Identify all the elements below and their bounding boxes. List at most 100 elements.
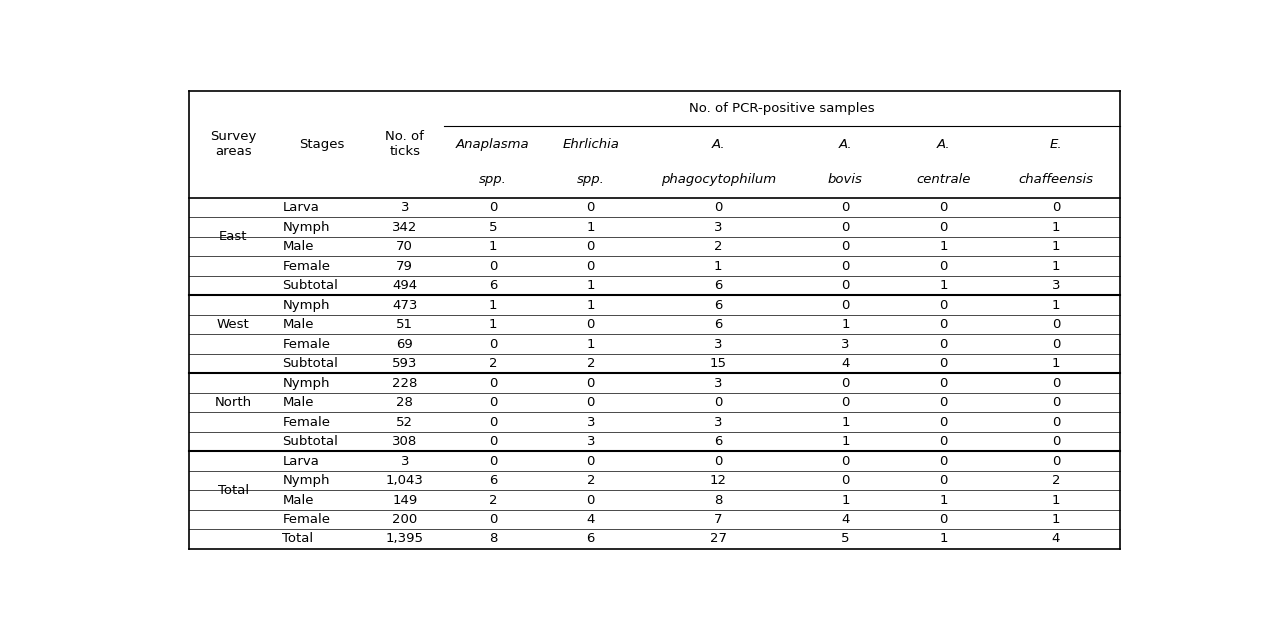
Text: 1: 1: [586, 337, 595, 351]
Text: 0: 0: [939, 201, 948, 214]
Text: 3: 3: [586, 435, 595, 448]
Text: 0: 0: [842, 260, 849, 273]
Text: 0: 0: [489, 260, 497, 273]
Text: Total: Total: [282, 532, 314, 546]
Text: 5: 5: [489, 220, 497, 234]
Text: Female: Female: [282, 337, 331, 351]
Text: 0: 0: [939, 396, 948, 409]
Text: 1: 1: [586, 279, 595, 292]
Text: 0: 0: [586, 396, 595, 409]
Text: Anaplasma: Anaplasma: [456, 138, 530, 151]
Text: Nymph: Nymph: [282, 299, 329, 311]
Text: 0: 0: [939, 454, 948, 468]
Text: 2: 2: [489, 357, 497, 370]
Text: No. of
ticks: No. of ticks: [386, 130, 424, 158]
Text: 3: 3: [1052, 279, 1060, 292]
Text: 0: 0: [939, 377, 948, 389]
Text: East: East: [220, 230, 248, 243]
Text: Survey
areas: Survey areas: [211, 130, 257, 158]
Text: 0: 0: [489, 435, 497, 448]
Text: 2: 2: [1052, 474, 1060, 487]
Text: Male: Male: [282, 494, 314, 506]
Text: 8: 8: [714, 494, 723, 506]
Text: 0: 0: [939, 357, 948, 370]
Text: 0: 0: [489, 513, 497, 526]
Text: 3: 3: [714, 415, 723, 429]
Text: 52: 52: [396, 415, 414, 429]
Text: 0: 0: [939, 260, 948, 273]
Text: 79: 79: [396, 260, 414, 273]
Text: Subtotal: Subtotal: [282, 279, 338, 292]
Text: 1: 1: [489, 318, 497, 331]
Text: 0: 0: [489, 415, 497, 429]
Text: 4: 4: [586, 513, 595, 526]
Text: 1: 1: [939, 494, 948, 506]
Text: 3: 3: [586, 415, 595, 429]
Text: 1: 1: [1052, 240, 1060, 253]
Text: Male: Male: [282, 318, 314, 331]
Text: spp.: spp.: [577, 173, 605, 187]
Text: 69: 69: [396, 337, 414, 351]
Text: 8: 8: [489, 532, 497, 546]
Text: 0: 0: [939, 337, 948, 351]
Text: 308: 308: [392, 435, 418, 448]
Text: 2: 2: [586, 474, 595, 487]
Text: 0: 0: [1052, 454, 1060, 468]
Text: 200: 200: [392, 513, 418, 526]
Text: 2: 2: [489, 494, 497, 506]
Text: A.: A.: [711, 138, 725, 151]
Text: 228: 228: [392, 377, 418, 389]
Text: Female: Female: [282, 260, 331, 273]
Text: 1: 1: [939, 532, 948, 546]
Text: 3: 3: [842, 337, 849, 351]
Text: 1: 1: [842, 415, 849, 429]
Text: centrale: centrale: [916, 173, 971, 187]
Text: 1: 1: [1052, 220, 1060, 234]
Text: 0: 0: [1052, 318, 1060, 331]
Text: 0: 0: [842, 474, 849, 487]
Text: 0: 0: [586, 377, 595, 389]
Text: 6: 6: [714, 435, 723, 448]
Text: 1: 1: [842, 435, 849, 448]
Text: 6: 6: [489, 474, 497, 487]
Text: 12: 12: [710, 474, 727, 487]
Text: 0: 0: [714, 201, 723, 214]
Text: 0: 0: [586, 494, 595, 506]
Text: 0: 0: [489, 396, 497, 409]
Text: 1,043: 1,043: [386, 474, 424, 487]
Text: North: North: [215, 396, 252, 409]
Text: 0: 0: [939, 415, 948, 429]
Text: 6: 6: [489, 279, 497, 292]
Text: 0: 0: [1052, 435, 1060, 448]
Text: No. of PCR-positive samples: No. of PCR-positive samples: [690, 102, 875, 115]
Text: A.: A.: [839, 138, 852, 151]
Text: spp.: spp.: [479, 173, 507, 187]
Text: 0: 0: [489, 337, 497, 351]
Text: 0: 0: [586, 454, 595, 468]
Text: 1: 1: [1052, 260, 1060, 273]
Text: 1,395: 1,395: [386, 532, 424, 546]
Text: 3: 3: [714, 337, 723, 351]
Text: 1: 1: [1052, 357, 1060, 370]
Text: Nymph: Nymph: [282, 220, 329, 234]
Text: chaffeensis: chaffeensis: [1019, 173, 1093, 187]
Text: 0: 0: [842, 220, 849, 234]
Text: 0: 0: [842, 279, 849, 292]
Text: 4: 4: [1052, 532, 1060, 546]
Text: Nymph: Nymph: [282, 377, 329, 389]
Text: bovis: bovis: [827, 173, 863, 187]
Text: 0: 0: [489, 377, 497, 389]
Text: 0: 0: [1052, 377, 1060, 389]
Text: 5: 5: [842, 532, 849, 546]
Text: 3: 3: [714, 377, 723, 389]
Text: 1: 1: [1052, 299, 1060, 311]
Text: 0: 0: [842, 201, 849, 214]
Text: 1: 1: [586, 220, 595, 234]
Text: 0: 0: [842, 240, 849, 253]
Text: Subtotal: Subtotal: [282, 357, 338, 370]
Text: A.: A.: [936, 138, 950, 151]
Text: 2: 2: [586, 357, 595, 370]
Text: phagocytophilum: phagocytophilum: [660, 173, 775, 187]
Text: Stages: Stages: [299, 138, 345, 151]
Text: Ehrlichia: Ehrlichia: [562, 138, 619, 151]
